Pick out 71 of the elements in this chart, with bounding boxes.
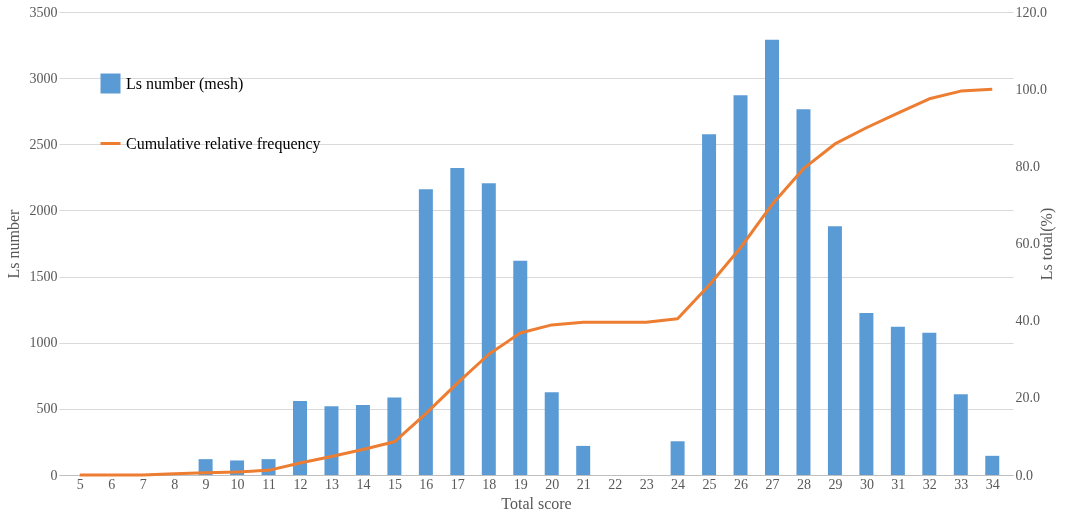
bar — [481, 183, 496, 475]
x-tick-label: 18 — [482, 476, 497, 492]
x-tick-label: 9 — [202, 476, 210, 492]
y2-tick-label: 0.0 — [1015, 467, 1033, 483]
bar — [922, 332, 937, 475]
y-tick-label: 0 — [50, 467, 58, 483]
bar — [702, 134, 717, 475]
x-tick-label: 8 — [171, 476, 179, 492]
x-tick-label: 31 — [891, 476, 906, 492]
y2-tick-label: 120.0 — [1015, 4, 1047, 20]
bar — [765, 39, 779, 475]
x-tick-label: 25 — [702, 476, 717, 492]
bar — [293, 400, 307, 475]
bar — [450, 168, 465, 475]
bar — [733, 95, 748, 475]
y-tick-label: 2500 — [29, 136, 58, 152]
bar — [796, 109, 811, 475]
y-axis-title: Ls number — [4, 208, 22, 279]
x-tick-label: 34 — [985, 476, 1000, 492]
bar — [859, 312, 874, 475]
x-tick-label: 17 — [450, 476, 465, 492]
bar — [670, 441, 685, 475]
x-tick-label: 5 — [76, 476, 84, 492]
y2-tick-label: 100.0 — [1015, 81, 1047, 97]
bar — [418, 189, 433, 475]
x-tick-label: 29 — [828, 476, 843, 492]
y-tick-label: 500 — [36, 401, 58, 417]
y-tick-label: 3500 — [29, 4, 58, 20]
y2-tick-label: 80.0 — [1015, 158, 1040, 174]
x-tick-label: 33 — [954, 476, 969, 492]
x-tick-label: 19 — [513, 476, 528, 492]
x-tick-label: 16 — [419, 476, 434, 492]
bar — [827, 226, 842, 475]
x-tick-label: 26 — [734, 476, 749, 492]
x-axis-title: Total score — [501, 494, 572, 512]
x-tick-label: 30 — [859, 476, 874, 492]
x-tick-label: 32 — [922, 476, 937, 492]
x-tick-label: 11 — [262, 476, 276, 492]
bar — [544, 392, 559, 475]
y-tick-label: 2000 — [29, 202, 58, 218]
y2-tick-label: 40.0 — [1015, 313, 1040, 329]
y-tick-label: 3000 — [29, 70, 58, 86]
bar — [387, 397, 402, 475]
x-tick-label: 6 — [108, 476, 116, 492]
y2-tick-label: 20.0 — [1015, 390, 1040, 406]
y-tick-label: 1500 — [29, 269, 58, 285]
x-tick-label: 22 — [608, 476, 623, 492]
bar — [576, 445, 591, 475]
bar — [953, 394, 968, 475]
y2-axis-title: Ls total(%) — [1038, 207, 1056, 281]
x-tick-label: 10 — [230, 476, 245, 492]
x-tick-label: 21 — [576, 476, 591, 492]
bar — [324, 406, 339, 475]
y-tick-label: 1000 — [29, 335, 58, 351]
x-tick-label: 7 — [139, 476, 147, 492]
x-tick-label: 15 — [387, 476, 402, 492]
y2-tick-label: 60.0 — [1015, 236, 1040, 251]
x-tick-label: 12 — [293, 476, 308, 492]
x-tick-label: 28 — [796, 476, 811, 492]
legend-label: Cumulative relative frequency — [126, 134, 321, 153]
legend-label: Ls number (mesh) — [126, 74, 244, 93]
x-tick-label: 13 — [324, 476, 339, 492]
x-tick-label: 23 — [639, 476, 654, 492]
x-tick-label: 24 — [671, 476, 686, 492]
bar — [890, 326, 905, 475]
x-tick-label: 14 — [356, 476, 371, 492]
bar — [355, 404, 370, 475]
bar — [513, 260, 528, 475]
x-tick-label: 27 — [765, 476, 780, 492]
bar — [985, 455, 1000, 475]
x-tick-label: 20 — [545, 476, 560, 492]
